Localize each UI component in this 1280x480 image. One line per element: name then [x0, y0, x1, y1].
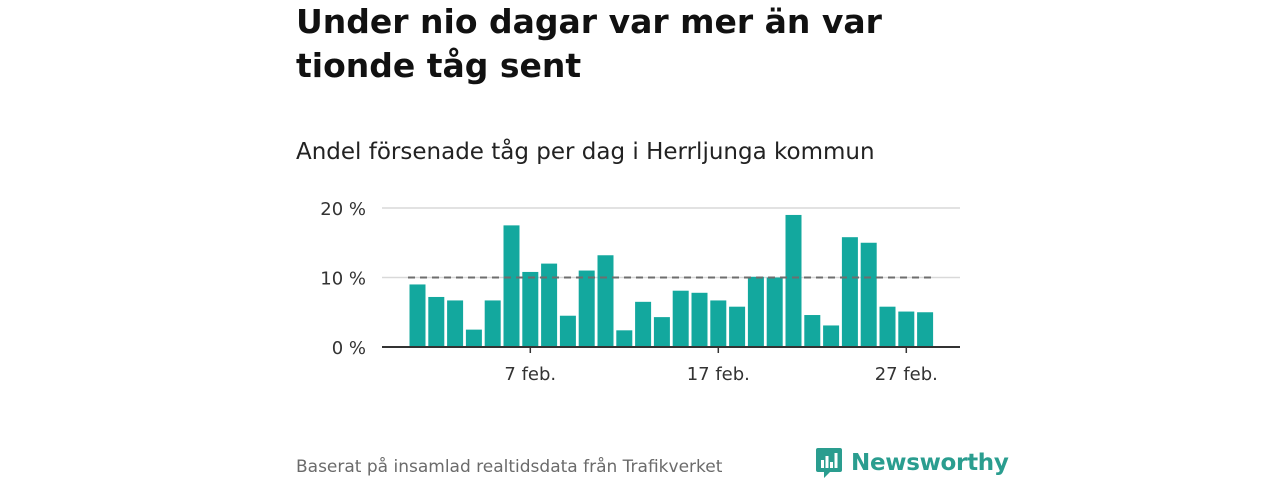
bar [785, 214, 802, 347]
bar [860, 242, 877, 347]
bar [879, 306, 896, 347]
y-tick-label: 0 % [332, 338, 366, 359]
bar [578, 270, 595, 347]
bar [729, 306, 746, 347]
bar [465, 329, 482, 347]
bar [484, 300, 501, 347]
bar [898, 311, 915, 347]
newsworthy-logo-icon [816, 448, 842, 478]
y-tick-label: 20 % [320, 199, 366, 220]
source-note: Baserat på insamlad realtidsdata från Tr… [296, 457, 723, 477]
y-tick-label: 10 % [320, 269, 366, 290]
x-tick-label: 27 feb. [875, 364, 938, 385]
bar [616, 330, 633, 347]
bar [541, 263, 558, 347]
bar [747, 276, 764, 347]
chart-title: Under nio dagar var mer än var tionde tå… [296, 2, 882, 85]
bar [597, 255, 614, 347]
bar [559, 315, 576, 347]
bar [653, 317, 670, 347]
bar [823, 325, 840, 347]
bar [710, 300, 727, 347]
bar [672, 290, 689, 347]
bar [428, 296, 445, 347]
bar [635, 301, 652, 347]
chart-subtitle: Andel försenade tåg per dag i Herrljunga… [296, 139, 875, 165]
bar [522, 271, 539, 347]
bar [917, 312, 934, 347]
bar [766, 277, 783, 347]
x-tick-label: 17 feb. [687, 364, 750, 385]
x-tick-label: 7 feb. [504, 364, 556, 385]
bar [447, 300, 464, 347]
bar [691, 292, 708, 347]
bar [841, 237, 858, 347]
bar [503, 225, 520, 347]
brand-logo: Newsworthy [815, 446, 1009, 480]
brand-name: Newsworthy [851, 450, 1009, 476]
bar [804, 315, 821, 347]
bar [409, 284, 426, 347]
